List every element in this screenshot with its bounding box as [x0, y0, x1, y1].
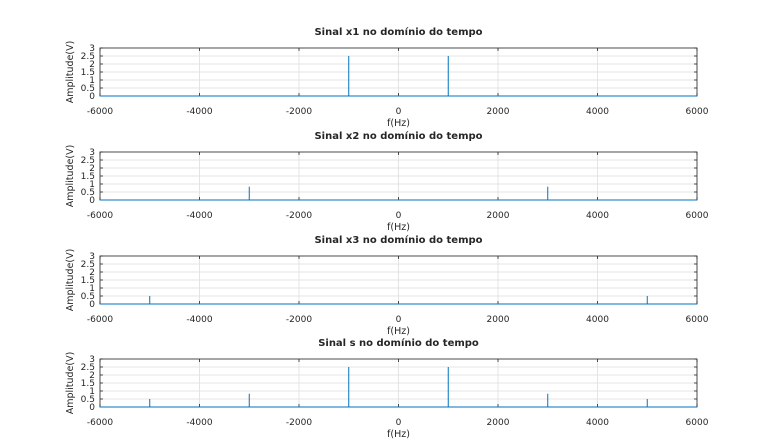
x-tick-label: 0: [396, 315, 402, 325]
y-tick-label: 1.5: [81, 68, 95, 78]
x-tick-label: -4000: [186, 107, 212, 117]
y-tick-label: 0.5: [81, 188, 95, 198]
y-tick-label: 0.5: [81, 395, 95, 405]
subplot-2: -6000 -4000 -2000 0 2000 4000 600000.511.522.5…: [65, 130, 709, 233]
y-tick-label: 3: [89, 44, 95, 54]
x-tick-label: 6000: [686, 315, 709, 325]
y-axis-label: Amplitude(V): [65, 145, 76, 208]
y-tick-label: 3: [89, 252, 95, 262]
y-tick-label: 1.5: [81, 276, 95, 286]
x-tick-label: -6000: [87, 315, 113, 325]
x-tick-label: 2000: [487, 418, 510, 428]
x-tick-label: -6000: [87, 107, 113, 117]
subplot-3: -6000 -4000 -2000 0 2000 4000 600000.511.522.5…: [65, 234, 709, 337]
x-tick-label: 0: [396, 418, 402, 428]
x-tick-label: 6000: [686, 107, 709, 117]
x-tick-label: 2000: [487, 107, 510, 117]
x-tick-label: 6000: [686, 211, 709, 221]
y-tick-label: 3: [89, 148, 95, 158]
subplot-1: -6000 -4000 -2000 0 2000 4000 600000.511.522.5…: [65, 26, 709, 129]
x-tick-label: -2000: [286, 211, 312, 221]
y-tick-label: 2: [89, 164, 95, 174]
y-tick-label: 0.5: [81, 84, 95, 94]
x-tick-label: 0: [396, 107, 402, 117]
y-tick-label: 2: [89, 371, 95, 381]
y-tick-label: 2: [89, 268, 95, 278]
x-tick-label: 4000: [586, 211, 609, 221]
y-tick-label: 0: [89, 92, 95, 102]
x-tick-label: 6000: [686, 418, 709, 428]
y-tick-label: 1: [89, 387, 95, 397]
y-axis-label: Amplitude(V): [65, 41, 76, 104]
x-tick-label: 4000: [586, 418, 609, 428]
x-tick-label: -4000: [186, 418, 212, 428]
subplot-4: -6000 -4000 -2000 0 2000 4000 600000.511.522.5…: [65, 337, 709, 440]
x-axis-label: f(Hz): [387, 326, 410, 337]
y-tick-label: 1: [89, 180, 95, 190]
x-tick-label: -6000: [87, 211, 113, 221]
y-axis-label: Amplitude(V): [65, 352, 76, 415]
y-tick-label: 0: [89, 403, 95, 413]
y-tick-label: 1: [89, 284, 95, 294]
y-tick-label: 1: [89, 76, 95, 86]
x-tick-label: 4000: [586, 107, 609, 117]
y-tick-label: 0: [89, 196, 95, 206]
y-tick-label: 1.5: [81, 379, 95, 389]
y-tick-label: 3: [89, 355, 95, 365]
x-tick-label: 0: [396, 211, 402, 221]
x-tick-label: -2000: [286, 418, 312, 428]
x-tick-label: -4000: [186, 211, 212, 221]
chart-title: Sinal x2 no domínio do tempo: [314, 130, 482, 142]
y-tick-label: 2: [89, 60, 95, 70]
x-axis-label: f(Hz): [387, 222, 410, 233]
y-tick-label: 2.5: [81, 363, 95, 373]
x-tick-label: 2000: [487, 315, 510, 325]
x-tick-label: 2000: [487, 211, 510, 221]
chart-title: Sinal s no domínio do tempo: [318, 337, 479, 349]
y-tick-label: 2.5: [81, 156, 95, 166]
chart-title: Sinal x1 no domínio do tempo: [314, 26, 482, 38]
x-tick-label: -6000: [87, 418, 113, 428]
x-axis-label: f(Hz): [387, 118, 410, 129]
x-tick-label: -2000: [286, 315, 312, 325]
y-tick-label: 1.5: [81, 172, 95, 182]
x-axis-label: f(Hz): [387, 429, 410, 440]
x-tick-label: -4000: [186, 315, 212, 325]
y-tick-label: 0.5: [81, 292, 95, 302]
y-tick-label: 2.5: [81, 52, 95, 62]
chart-title: Sinal x3 no domínio do tempo: [314, 234, 482, 246]
y-tick-label: 2.5: [81, 260, 95, 270]
y-axis-label: Amplitude(V): [65, 249, 76, 312]
x-tick-label: 4000: [586, 315, 609, 325]
x-tick-label: -2000: [286, 107, 312, 117]
y-tick-label: 0: [89, 300, 95, 310]
